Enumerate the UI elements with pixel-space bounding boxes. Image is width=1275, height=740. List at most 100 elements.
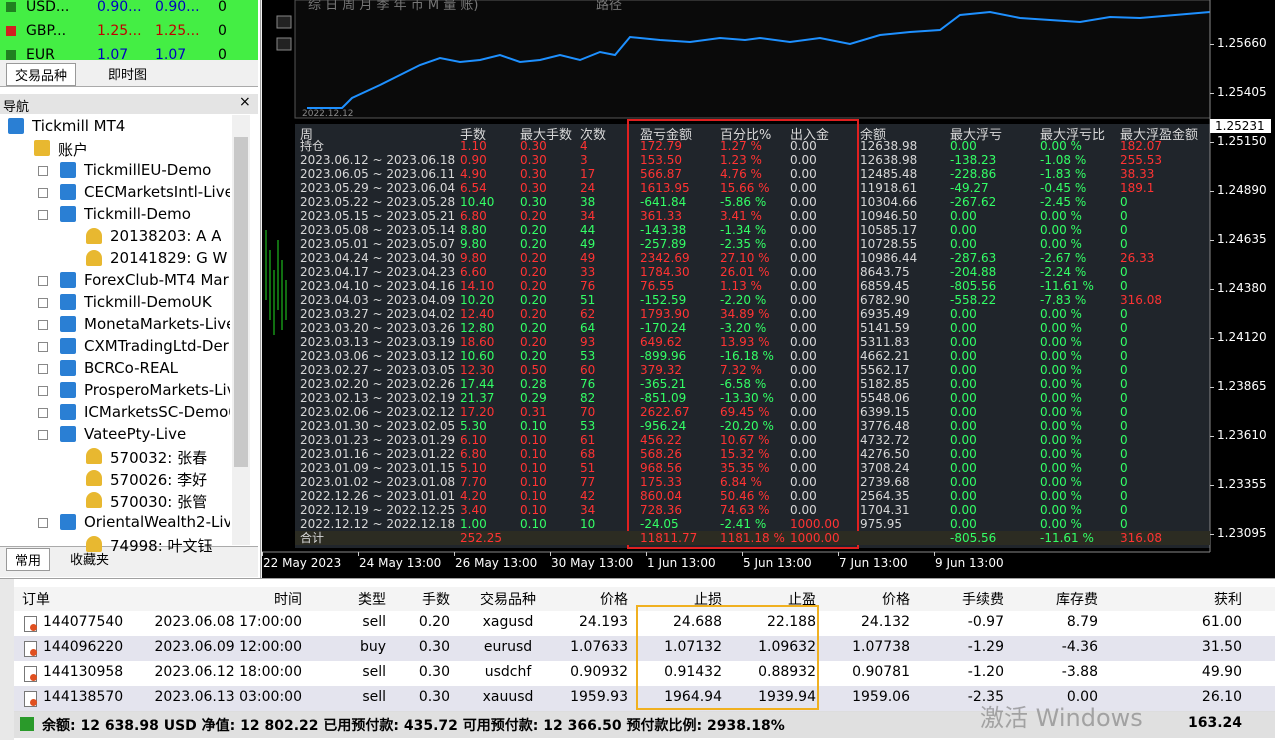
tree-item[interactable]: OrientalWealth2-Live <box>84 513 230 531</box>
tab[interactable]: 交易品种 <box>6 63 77 86</box>
cell: 60 <box>580 363 596 377</box>
tree-item[interactable]: ICMarketsSC-Demo0 <box>84 403 230 421</box>
column-header: 余额 <box>860 128 887 143</box>
cell: xagusd <box>482 614 534 630</box>
order-row[interactable] <box>14 686 1275 712</box>
tree-item[interactable]: CECMarketsIntl-Live <box>84 183 230 201</box>
cell: 0.00 <box>790 461 817 475</box>
cell: 2342.69 <box>640 251 690 265</box>
expander[interactable] <box>38 276 48 286</box>
cell: 2023.05.15 ~ 2023.05.21 <box>300 209 456 223</box>
cell: 0.00 <box>950 349 977 363</box>
tab[interactable]: 即时图 <box>108 68 148 83</box>
tree-item[interactable]: 74998: 叶文钰 <box>110 537 213 555</box>
column-header: 价格 <box>882 592 910 608</box>
time-tick <box>934 552 935 556</box>
navigator-header <box>0 94 258 114</box>
expander[interactable] <box>38 430 48 440</box>
cell: 10585.17 <box>860 223 918 237</box>
tree-item[interactable]: CXMTradingLtd-Der <box>84 337 229 355</box>
cell: 456.22 <box>640 433 682 447</box>
expander[interactable] <box>38 210 48 220</box>
cell: 17.44 <box>460 377 495 391</box>
cell: 568.26 <box>640 447 682 461</box>
cell: 0.00 <box>950 517 977 531</box>
cell: 27.10 % <box>720 251 770 265</box>
cell: sell <box>362 689 386 705</box>
cell: 12485.48 <box>860 167 918 181</box>
tree-item[interactable]: 570026: 李好 <box>110 471 208 489</box>
cell: 2023.03.13 ~ 2023.03.19 <box>300 335 456 349</box>
tree-item[interactable]: 账户 <box>58 141 89 159</box>
expander[interactable] <box>38 408 48 418</box>
tree-item[interactable]: 20141829: G W <box>110 249 228 267</box>
price-tick <box>1210 485 1214 486</box>
cell: 0.20 <box>520 335 547 349</box>
cell: -0.45 % <box>1040 181 1087 195</box>
cell: 0.10 <box>520 489 547 503</box>
tree-icon <box>86 492 102 508</box>
expander[interactable] <box>38 386 48 396</box>
tab[interactable]: 常用 <box>6 548 51 571</box>
expander[interactable] <box>38 518 48 528</box>
tree-item[interactable]: Tickmill MT4 <box>32 117 126 135</box>
tree-item[interactable]: VateePty-Live <box>84 425 187 443</box>
arrow-icon <box>6 2 16 12</box>
cell: 0.10 <box>520 461 547 475</box>
cell: 0 <box>1120 349 1128 363</box>
cell: 2022.12.26 ~ 2023.01.01 <box>300 489 456 503</box>
tree-item[interactable]: ForexClub-MT4 Mar <box>84 271 229 289</box>
tree-item[interactable]: 570030: 张管 <box>110 493 208 511</box>
cell: 26.01 % <box>720 265 770 279</box>
cell: 61.00 <box>1201 614 1242 630</box>
expander[interactable] <box>38 166 48 176</box>
cell: 0.00 <box>950 209 977 223</box>
order-row[interactable] <box>14 611 1275 637</box>
scrollbar[interactable] <box>232 115 250 545</box>
expander[interactable] <box>38 298 48 308</box>
tree-item[interactable]: ProsperoMarkets-Liv <box>84 381 230 399</box>
tree-item[interactable]: 20138203: A A <box>110 227 222 245</box>
order-row[interactable] <box>14 636 1275 662</box>
cell: 5562.17 <box>860 363 910 377</box>
expander[interactable] <box>38 188 48 198</box>
total-cell: 1000.00 <box>790 531 840 545</box>
tree-item[interactable]: MonetaMarkets-Live <box>84 315 230 333</box>
tree-item[interactable]: 570032: 张春 <box>110 449 208 467</box>
cell: 0.20 <box>520 293 547 307</box>
cell: 0.00 <box>790 489 817 503</box>
cell: xauusd <box>482 689 534 705</box>
tree-item[interactable]: TickmillEU-Demo <box>84 161 212 179</box>
chart-tools[interactable] <box>276 15 292 51</box>
cell: 0 <box>1120 489 1128 503</box>
cell: 0.00 <box>950 139 977 153</box>
cell: -2.35 % <box>720 237 767 251</box>
tree-item[interactable]: Tickmill-Demo <box>84 205 191 223</box>
tree-item[interactable]: Tickmill-DemoUK <box>84 293 212 311</box>
cell: 82 <box>580 391 596 405</box>
cell: 21.37 <box>460 391 495 405</box>
cell: 2023.06.12 18:00:00 <box>154 664 303 680</box>
expander[interactable] <box>38 342 48 352</box>
cell: 0.00 <box>950 321 977 335</box>
expander[interactable] <box>38 320 48 330</box>
cell: 175.33 <box>640 475 682 489</box>
cell: 38 <box>580 195 596 209</box>
total-row <box>295 531 1210 545</box>
cell: 144077540 <box>43 614 124 630</box>
mini-panel <box>294 0 1211 119</box>
symbol: EUR <box>26 47 55 60</box>
cell: 1793.90 <box>640 307 690 321</box>
cell: 1959.06 <box>852 689 910 705</box>
time-label: 30 May 13:00 <box>551 556 634 570</box>
close-button[interactable]: × <box>239 94 251 110</box>
cell: 2023.06.05 ~ 2023.06.11 <box>300 167 456 181</box>
cell: usdchf <box>484 664 532 680</box>
cell: eurusd <box>483 639 533 655</box>
tree-item[interactable]: BCRCo-REAL <box>84 359 179 377</box>
tab[interactable]: 收藏夹 <box>70 553 110 568</box>
scroll-thumb[interactable] <box>234 137 248 467</box>
expander[interactable] <box>38 364 48 374</box>
tree-icon <box>60 184 76 200</box>
price-label: 1.25660 <box>1217 36 1267 50</box>
